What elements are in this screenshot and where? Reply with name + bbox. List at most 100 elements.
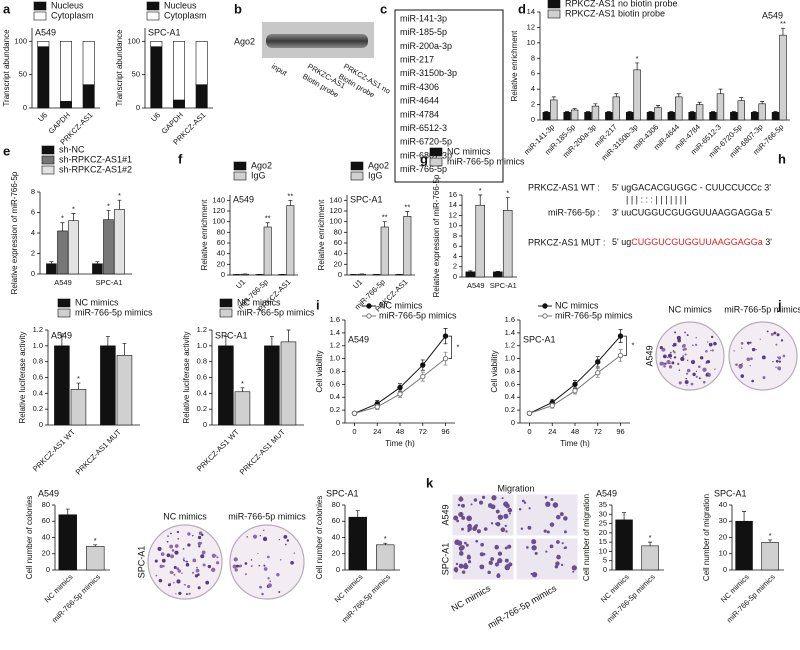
colony xyxy=(682,355,685,358)
point xyxy=(442,333,449,339)
y-tick-label: 2 xyxy=(531,100,535,109)
colony xyxy=(158,578,163,583)
panel-letter: k xyxy=(426,475,434,490)
colony xyxy=(775,343,778,346)
colony xyxy=(169,570,173,574)
bar xyxy=(46,263,57,275)
error-bar xyxy=(59,333,64,346)
colony xyxy=(176,579,181,584)
colony xyxy=(668,353,673,358)
chart-label: SPC-A1 xyxy=(148,27,181,37)
colony xyxy=(202,563,206,567)
colony xyxy=(711,349,714,352)
y-tick-label: 12 xyxy=(527,22,535,31)
colony xyxy=(775,366,777,368)
legend-swatch xyxy=(57,298,71,308)
colony xyxy=(169,544,174,549)
colony xyxy=(171,549,175,552)
legend-label: miR-766-5p mimics xyxy=(237,307,315,317)
error-bar xyxy=(606,111,611,113)
migrated-cell xyxy=(490,522,494,525)
legend-label: sh-RPKCZ-AS1#2 xyxy=(59,164,132,174)
significance: ** xyxy=(780,19,786,28)
error-bar xyxy=(565,111,570,113)
migrated-cell xyxy=(559,512,564,517)
colony xyxy=(167,583,171,587)
list-item: miR-3150b-3p xyxy=(400,68,457,78)
migrated-cell xyxy=(458,496,464,502)
colony xyxy=(749,364,751,367)
error-bar xyxy=(49,261,54,264)
y-axis-title: Relative luciferase activity xyxy=(18,331,27,423)
y-tick-label: 1.2 xyxy=(33,325,43,334)
migrated-cell xyxy=(475,539,479,543)
y-tick-label: 30 xyxy=(599,509,607,518)
colony xyxy=(154,559,158,563)
colony xyxy=(777,356,779,359)
colony xyxy=(290,560,294,565)
bar xyxy=(114,209,125,275)
significance: * xyxy=(107,201,110,210)
y-tick-label: 100 xyxy=(212,217,225,226)
y-tick-label: 15 xyxy=(599,537,607,546)
point xyxy=(397,384,403,391)
y-axis-title: Cell number of colonies xyxy=(315,496,324,580)
y-tick-label: 5 xyxy=(603,556,607,565)
colony xyxy=(192,571,195,574)
significance: * xyxy=(506,189,509,198)
bar xyxy=(633,69,641,121)
colony xyxy=(673,351,676,354)
error-bar xyxy=(760,101,765,104)
migrated-cell xyxy=(473,524,478,529)
y-tick-label: 0.4 xyxy=(330,392,340,401)
colony xyxy=(285,543,287,546)
bar xyxy=(92,263,103,275)
y-tick-label: 0.6 xyxy=(197,372,207,381)
sequence: 5' ugGACACGUGGC - CUUCCUCCc 3' xyxy=(612,182,771,192)
colony xyxy=(262,536,268,542)
colony xyxy=(690,359,696,365)
row-label: SPC-A1 xyxy=(440,543,450,576)
panel-letter: g xyxy=(420,151,428,166)
colony xyxy=(755,348,757,351)
y-tick-label: 40 xyxy=(719,500,727,509)
bar xyxy=(54,345,70,426)
significance: * xyxy=(457,342,460,351)
migrated-cell xyxy=(494,544,499,550)
y-tick-label: 0.4 xyxy=(33,388,43,397)
colony xyxy=(175,593,177,595)
colony xyxy=(697,365,701,369)
point xyxy=(572,381,578,388)
legend-swatch xyxy=(429,157,443,167)
migrated-cell xyxy=(504,564,511,571)
colony xyxy=(746,341,750,345)
colony xyxy=(666,356,669,359)
error-bar xyxy=(742,511,747,522)
colony xyxy=(197,541,202,546)
colony xyxy=(751,379,754,383)
colony xyxy=(776,333,780,337)
colony xyxy=(686,384,688,386)
colony xyxy=(278,539,281,541)
colony xyxy=(659,346,663,350)
y-tick-label: 0.6 xyxy=(33,372,43,381)
y-tick-label: 0 xyxy=(39,420,43,429)
error-bar xyxy=(382,221,387,227)
colony xyxy=(187,543,191,547)
y-tick-label: 1.4 xyxy=(330,328,340,337)
colony xyxy=(201,533,204,537)
y-tick-label: 0 xyxy=(336,418,340,427)
colony xyxy=(663,364,666,368)
x-tick-label: A549 xyxy=(54,278,72,287)
migrated-cell xyxy=(552,502,559,508)
dish xyxy=(147,524,223,600)
error-bar xyxy=(478,194,483,206)
chart-label: SPC-A1 xyxy=(215,330,248,340)
bar xyxy=(475,204,485,278)
bar xyxy=(280,341,297,426)
list-box xyxy=(394,9,504,183)
colony xyxy=(176,530,180,534)
migrated-cell xyxy=(544,496,548,499)
colony xyxy=(293,552,296,554)
colony xyxy=(207,564,212,569)
